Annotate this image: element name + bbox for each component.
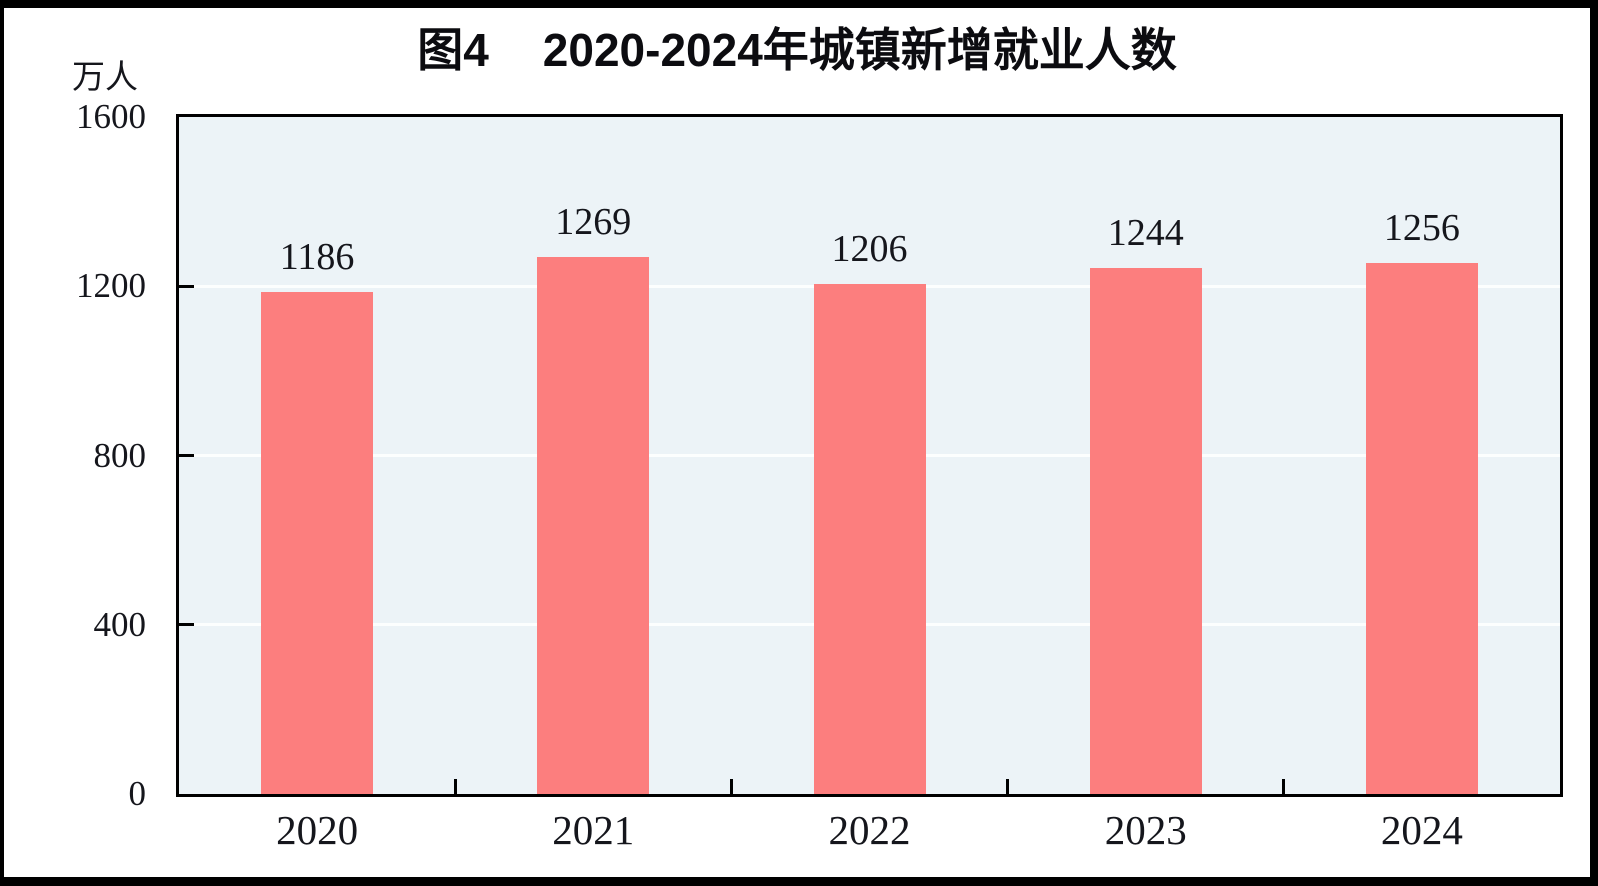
y-tick-label: 1200	[76, 266, 146, 306]
chart-title-prefix: 图4	[417, 24, 489, 76]
y-axis-tick	[179, 284, 194, 288]
bar-value-label: 1206	[831, 227, 908, 270]
x-tick-label: 2024	[1380, 807, 1463, 853]
x-tick-label: 2020	[276, 807, 359, 853]
y-tick-label: 0	[128, 774, 147, 813]
chart-title: 图4 2020-2024年城镇新增就业人数	[4, 14, 1590, 80]
bar-2024	[1365, 262, 1478, 794]
y-tick-label: 800	[93, 435, 147, 475]
bar-2020	[261, 292, 374, 794]
x-axis-tick	[1282, 779, 1286, 794]
x-axis-tick	[1006, 779, 1010, 794]
y-axis-tick	[179, 623, 194, 627]
bar-value-label: 1256	[1383, 206, 1460, 249]
bar-2021	[537, 257, 650, 794]
bar-2023	[1089, 267, 1202, 794]
x-tick-label: 2022	[828, 807, 911, 853]
chart-title-text: 2020-2024年城镇新增就业人数	[542, 24, 1177, 76]
x-axis-tick	[453, 779, 457, 794]
bar-value-label: 1244	[1107, 211, 1184, 254]
plot-area: 1186 1269 1206 1244 1256	[176, 114, 1563, 797]
y-axis-tick	[179, 454, 194, 457]
x-tick-label: 2023	[1104, 807, 1187, 853]
bar-value-label: 1269	[555, 201, 632, 244]
bar-value-label: 1186	[279, 236, 355, 279]
x-tick-label: 2021	[552, 807, 635, 853]
x-axis-tick	[729, 779, 733, 794]
y-tick-label: 400	[93, 604, 147, 644]
y-axis-unit-label: 万人	[72, 58, 138, 95]
y-tick-label: 1600	[76, 97, 146, 136]
bar-2022	[813, 283, 926, 794]
